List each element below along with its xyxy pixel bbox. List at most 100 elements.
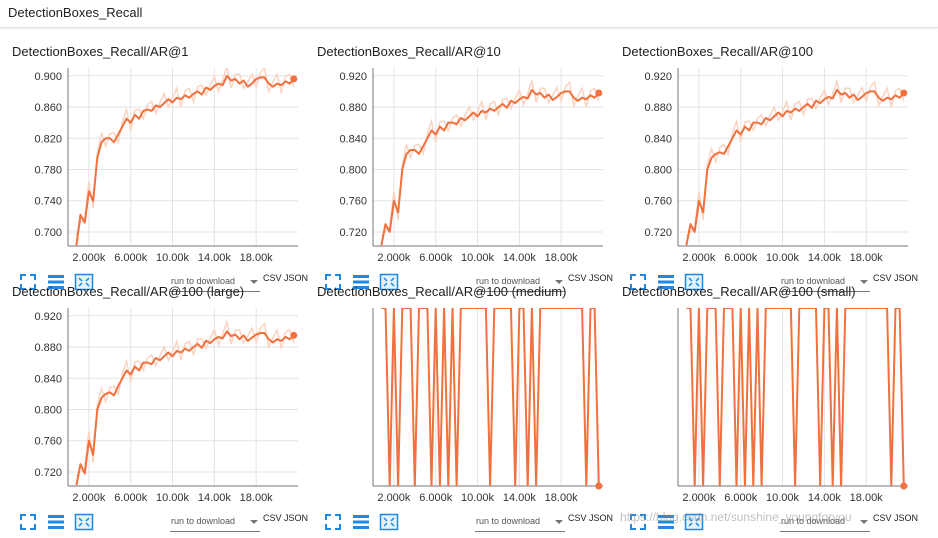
run-to-download-select[interactable]: run to download bbox=[475, 273, 565, 292]
y-tick-label: 0.880 bbox=[339, 102, 367, 114]
toggle-log-icon[interactable] bbox=[46, 272, 66, 292]
fit-domain-icon[interactable] bbox=[74, 272, 94, 292]
y-tick-label: 0.900 bbox=[34, 71, 62, 83]
page-header: DetectionBoxes_Recall bbox=[0, 0, 938, 28]
fit-domain-icon[interactable] bbox=[379, 272, 399, 292]
x-tick-label: 14.00k bbox=[198, 252, 232, 264]
x-tick-label: 6.000k bbox=[114, 492, 148, 504]
card-title: DetectionBoxes_Recall/AR@100 (small) bbox=[622, 284, 856, 299]
fullscreen-icon[interactable] bbox=[18, 272, 38, 292]
plot-area bbox=[686, 308, 905, 486]
raw-series-line bbox=[685, 80, 905, 237]
json-download-link[interactable]: JSON bbox=[589, 273, 614, 283]
y-tick-label: 0.800 bbox=[34, 404, 62, 416]
chevron-down-icon bbox=[250, 280, 258, 284]
run-select-label: run to download bbox=[476, 516, 541, 526]
run-select-label: run to download bbox=[171, 516, 236, 526]
plot-area bbox=[75, 319, 295, 486]
fullscreen-icon[interactable] bbox=[323, 272, 343, 292]
csv-download-link[interactable]: CSV bbox=[568, 513, 587, 523]
y-tick-label: 0.720 bbox=[339, 227, 367, 239]
card-title: DetectionBoxes_Recall/AR@10 bbox=[317, 44, 501, 59]
y-tick-label: 0.920 bbox=[34, 311, 62, 323]
chart-ar10[interactable]: 0.720 0.760 0.800 0.840 0.880 0.920 2.000k 6.00… bbox=[305, 62, 605, 266]
x-tick-label: 2.000k bbox=[72, 492, 106, 504]
fullscreen-icon[interactable] bbox=[628, 272, 648, 292]
run-select-label: run to download bbox=[781, 276, 846, 286]
y-tick-label: 0.800 bbox=[644, 164, 672, 176]
toggle-log-icon[interactable] bbox=[351, 512, 371, 532]
toggle-log-icon[interactable] bbox=[656, 272, 676, 292]
toggle-log-icon[interactable] bbox=[351, 272, 371, 292]
x-tick-label: 18.00k bbox=[850, 252, 884, 264]
x-tick-label: 6.000k bbox=[419, 252, 453, 264]
series-end-point bbox=[595, 482, 603, 490]
fit-domain-icon[interactable] bbox=[74, 512, 94, 532]
chart-ar100-medium[interactable]: 2.000k 6.000k 10.00k 14.00k 18.00k bbox=[305, 302, 605, 506]
x-tick-label: 10.00k bbox=[156, 252, 190, 264]
json-download-link[interactable]: JSON bbox=[589, 513, 614, 523]
scalar-card-ar1: DetectionBoxes_Recall/AR@1 0.700 0.740 0.7… bbox=[0, 40, 308, 292]
series-line bbox=[75, 330, 295, 486]
x-tick-label: 6.000k bbox=[419, 492, 453, 504]
x-tick-label: 10.00k bbox=[156, 492, 190, 504]
run-to-download-select[interactable]: run to download bbox=[170, 513, 260, 532]
plot-area bbox=[685, 80, 905, 246]
toggle-log-icon[interactable] bbox=[46, 512, 66, 532]
x-tick-label: 6.000k bbox=[114, 252, 148, 264]
fit-domain-icon[interactable] bbox=[684, 272, 704, 292]
toggle-log-icon[interactable] bbox=[656, 512, 676, 532]
y-tick-label: 0.760 bbox=[339, 196, 367, 208]
y-tick-label: 0.720 bbox=[644, 227, 672, 239]
card-toolbar: run to download CSV JSON bbox=[305, 268, 613, 298]
x-tick-label: 14.00k bbox=[503, 492, 537, 504]
y-tick-label: 0.800 bbox=[339, 164, 367, 176]
x-tick-label: 10.00k bbox=[766, 252, 800, 264]
x-tick-label: 2.000k bbox=[72, 252, 106, 264]
series-end-point bbox=[595, 89, 603, 97]
run-to-download-select[interactable]: run to download bbox=[475, 513, 565, 532]
card-toolbar: run to download CSV JSON bbox=[610, 268, 918, 298]
json-download-link[interactable]: JSON bbox=[284, 273, 309, 283]
run-to-download-select[interactable]: run to download bbox=[170, 273, 260, 292]
csv-download-link[interactable]: CSV bbox=[263, 273, 282, 283]
chart-ar100-small[interactable]: 2.000k 6.000k 10.00k 14.00k 18.00k bbox=[610, 302, 910, 506]
card-title: DetectionBoxes_Recall/AR@100 bbox=[622, 44, 813, 59]
csv-download-link[interactable]: CSV bbox=[873, 273, 892, 283]
y-tick-label: 0.840 bbox=[339, 133, 367, 145]
y-tick-label: 0.760 bbox=[644, 196, 672, 208]
scalar-card-ar100: DetectionBoxes_Recall/AR@100 0.720 0.760 0… bbox=[610, 40, 918, 292]
chart-ar100[interactable]: 0.720 0.760 0.800 0.840 0.880 0.920 2.000k 6.00… bbox=[610, 62, 910, 266]
json-download-link[interactable]: JSON bbox=[894, 273, 919, 283]
card-title: DetectionBoxes_Recall/AR@100 (large) bbox=[12, 284, 245, 299]
series-line bbox=[380, 88, 600, 246]
json-download-link[interactable]: JSON bbox=[894, 513, 919, 523]
raw-series-line bbox=[380, 80, 600, 237]
run-to-download-select[interactable]: run to download bbox=[780, 273, 870, 292]
x-tick-label: 14.00k bbox=[808, 252, 842, 264]
fullscreen-icon[interactable] bbox=[18, 512, 38, 532]
chevron-down-icon bbox=[250, 520, 258, 524]
run-select-label: run to download bbox=[781, 516, 846, 526]
series-end-point bbox=[900, 482, 908, 490]
csv-download-link[interactable]: CSV bbox=[873, 513, 892, 523]
fullscreen-icon[interactable] bbox=[323, 512, 343, 532]
series-end-point bbox=[290, 75, 298, 83]
series-line bbox=[685, 88, 905, 246]
y-tick-label: 0.720 bbox=[34, 467, 62, 479]
run-to-download-select[interactable]: run to download bbox=[780, 513, 870, 532]
fit-domain-icon[interactable] bbox=[379, 512, 399, 532]
plot-area bbox=[380, 80, 600, 246]
x-tick-label: 10.00k bbox=[461, 492, 495, 504]
chart-ar100-large[interactable]: 0.720 0.760 0.800 0.840 0.880 0.920 2.000k 6.00… bbox=[0, 302, 300, 506]
fullscreen-icon[interactable] bbox=[628, 512, 648, 532]
x-tick-label: 6.000k bbox=[724, 492, 758, 504]
chart-ar1[interactable]: 0.700 0.740 0.780 0.820 0.860 0.900 2.000k 6.00… bbox=[0, 62, 300, 266]
chevron-down-icon bbox=[860, 280, 868, 284]
json-download-link[interactable]: JSON bbox=[284, 513, 309, 523]
csv-download-link[interactable]: CSV bbox=[263, 513, 282, 523]
x-tick-label: 14.00k bbox=[808, 492, 842, 504]
raw-series-line bbox=[75, 68, 295, 237]
fit-domain-icon[interactable] bbox=[684, 512, 704, 532]
csv-download-link[interactable]: CSV bbox=[568, 273, 587, 283]
